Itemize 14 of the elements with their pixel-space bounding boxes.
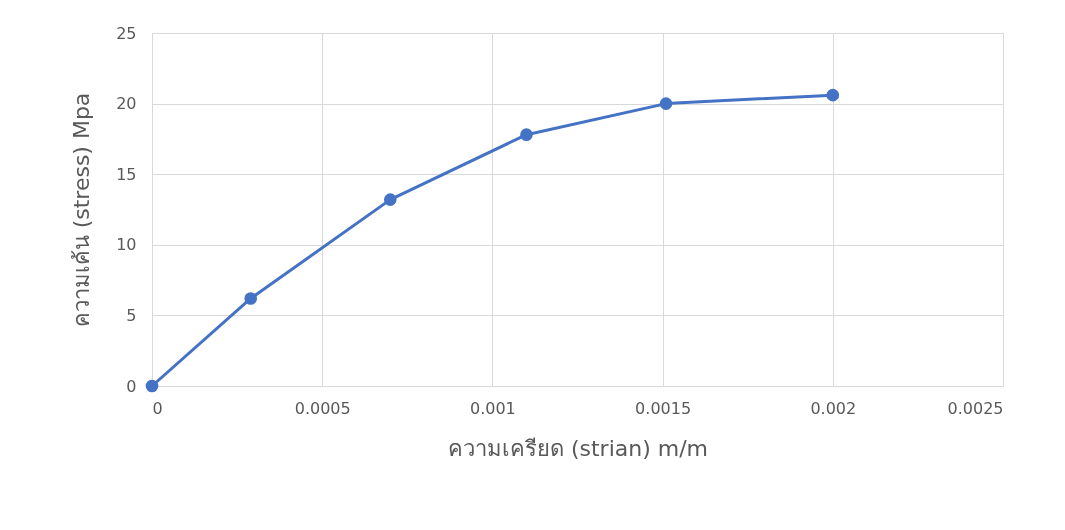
y-tick-label: 0 bbox=[126, 376, 137, 396]
y-axis-title: ความเค้น (stress) Mpa bbox=[69, 92, 95, 328]
x-tick-label: 0.0025 bbox=[947, 398, 1004, 418]
y-tick-label: 25 bbox=[116, 23, 137, 43]
y-tick-label: 10 bbox=[116, 235, 137, 255]
x-tick-label: 0.0015 bbox=[635, 398, 692, 418]
y-tick-label: 15 bbox=[116, 164, 137, 184]
x-tick-label: 0.002 bbox=[810, 398, 857, 418]
x-tick-label: 0.0005 bbox=[294, 398, 351, 418]
y-tick-label: 5 bbox=[126, 305, 137, 325]
x-tick-label: 0 bbox=[152, 398, 163, 418]
x-tick-label: 0.001 bbox=[469, 398, 516, 418]
x-axis-title: ความเครียด (strian) m/m bbox=[447, 435, 709, 461]
y-tick-label: 20 bbox=[116, 94, 137, 114]
